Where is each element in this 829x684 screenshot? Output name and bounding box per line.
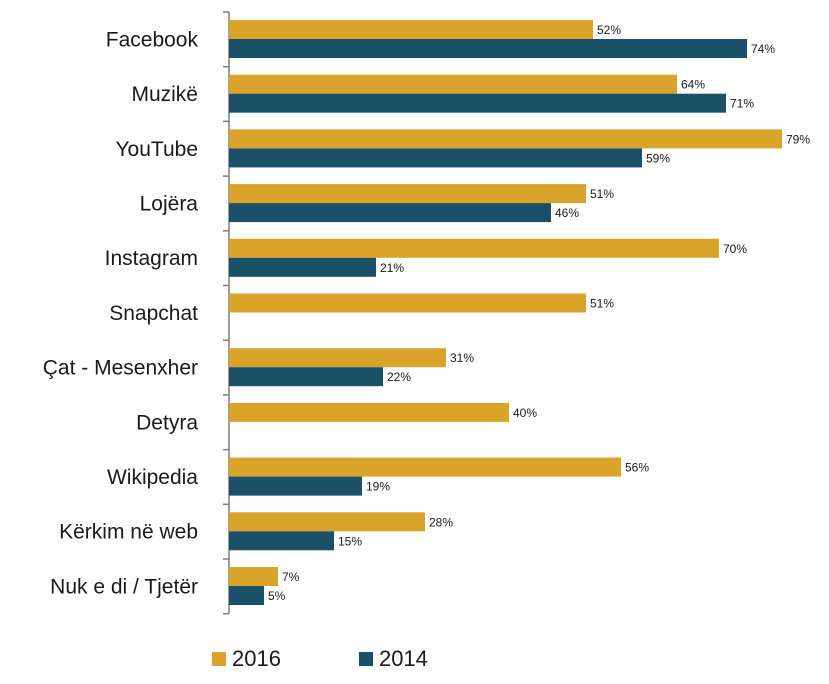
bar-2016 xyxy=(229,402,509,422)
data-label-2014: 46% xyxy=(555,206,579,220)
data-label-2016: 40% xyxy=(513,406,537,420)
data-label-2016: 51% xyxy=(590,187,614,201)
legend-swatch-2014 xyxy=(358,652,373,666)
bar-2016 xyxy=(229,512,425,532)
category-label: Kërkim në web xyxy=(59,521,198,544)
bar-2016 xyxy=(229,348,446,368)
data-label-2014: 59% xyxy=(646,151,670,165)
data-label-2016: 56% xyxy=(625,461,649,475)
legend-swatch-2016 xyxy=(212,652,226,666)
bar-2016 xyxy=(229,74,677,94)
category-label: Nuk e di / Tjetër xyxy=(50,575,198,598)
bar-2014 xyxy=(229,531,334,551)
bar-2016 xyxy=(229,567,278,586)
data-label-2016: 28% xyxy=(429,515,453,529)
bar-chart: Facebook 52% 74% Muzikë 64% 71% YouTube 79% 59% L… xyxy=(43,11,810,615)
bar-2014 xyxy=(229,93,726,113)
data-label-2014: 74% xyxy=(751,42,775,56)
data-label-2014: 19% xyxy=(366,480,390,494)
legend-item-2014: 2014 xyxy=(358,646,428,672)
data-label-2016: 70% xyxy=(723,242,747,256)
legend-label-2014: 2014 xyxy=(378,646,428,671)
bar-2014 xyxy=(229,203,551,223)
data-label-2016: 64% xyxy=(681,78,705,92)
bar-2016 xyxy=(229,238,719,258)
legend-item-2016: 2016 xyxy=(212,646,281,672)
data-label-2014: 15% xyxy=(338,534,362,548)
bar-2016 xyxy=(229,184,586,204)
legend-label-2016: 2016 xyxy=(232,646,281,671)
data-label-2016: 51% xyxy=(590,297,614,311)
category-label: Wikipedia xyxy=(107,466,198,489)
category-label: Lojëra xyxy=(140,192,199,215)
bar-2016 xyxy=(229,20,593,39)
bar-2014 xyxy=(229,586,264,605)
bar-2016 xyxy=(229,293,586,313)
bar-2014 xyxy=(229,476,362,496)
bar-2014 xyxy=(229,367,383,387)
bar-2014 xyxy=(229,39,747,58)
legend: 2016 2014 xyxy=(212,646,506,672)
category-label: Facebook xyxy=(106,28,199,51)
bar-2014 xyxy=(229,148,642,168)
category-label: Snapchat xyxy=(109,302,198,325)
data-label-2014: 5% xyxy=(268,589,286,603)
data-label-2014: 22% xyxy=(387,370,411,384)
data-label-2016: 7% xyxy=(282,570,300,584)
category-label: Instagram xyxy=(105,247,198,270)
bar-2014 xyxy=(229,257,376,277)
data-label-2016: 79% xyxy=(786,132,810,146)
data-label-2016: 52% xyxy=(597,23,621,37)
bar-2016 xyxy=(229,457,621,477)
data-label-2014: 71% xyxy=(730,97,754,111)
data-label-2014: 21% xyxy=(380,261,404,275)
category-label: Muzikë xyxy=(131,83,198,106)
bar-2016 xyxy=(229,129,782,149)
category-label: YouTube xyxy=(115,138,198,161)
data-label-2016: 31% xyxy=(450,351,474,365)
category-label: Çat - Mesenxher xyxy=(43,357,198,380)
category-label: Detyra xyxy=(136,411,198,434)
